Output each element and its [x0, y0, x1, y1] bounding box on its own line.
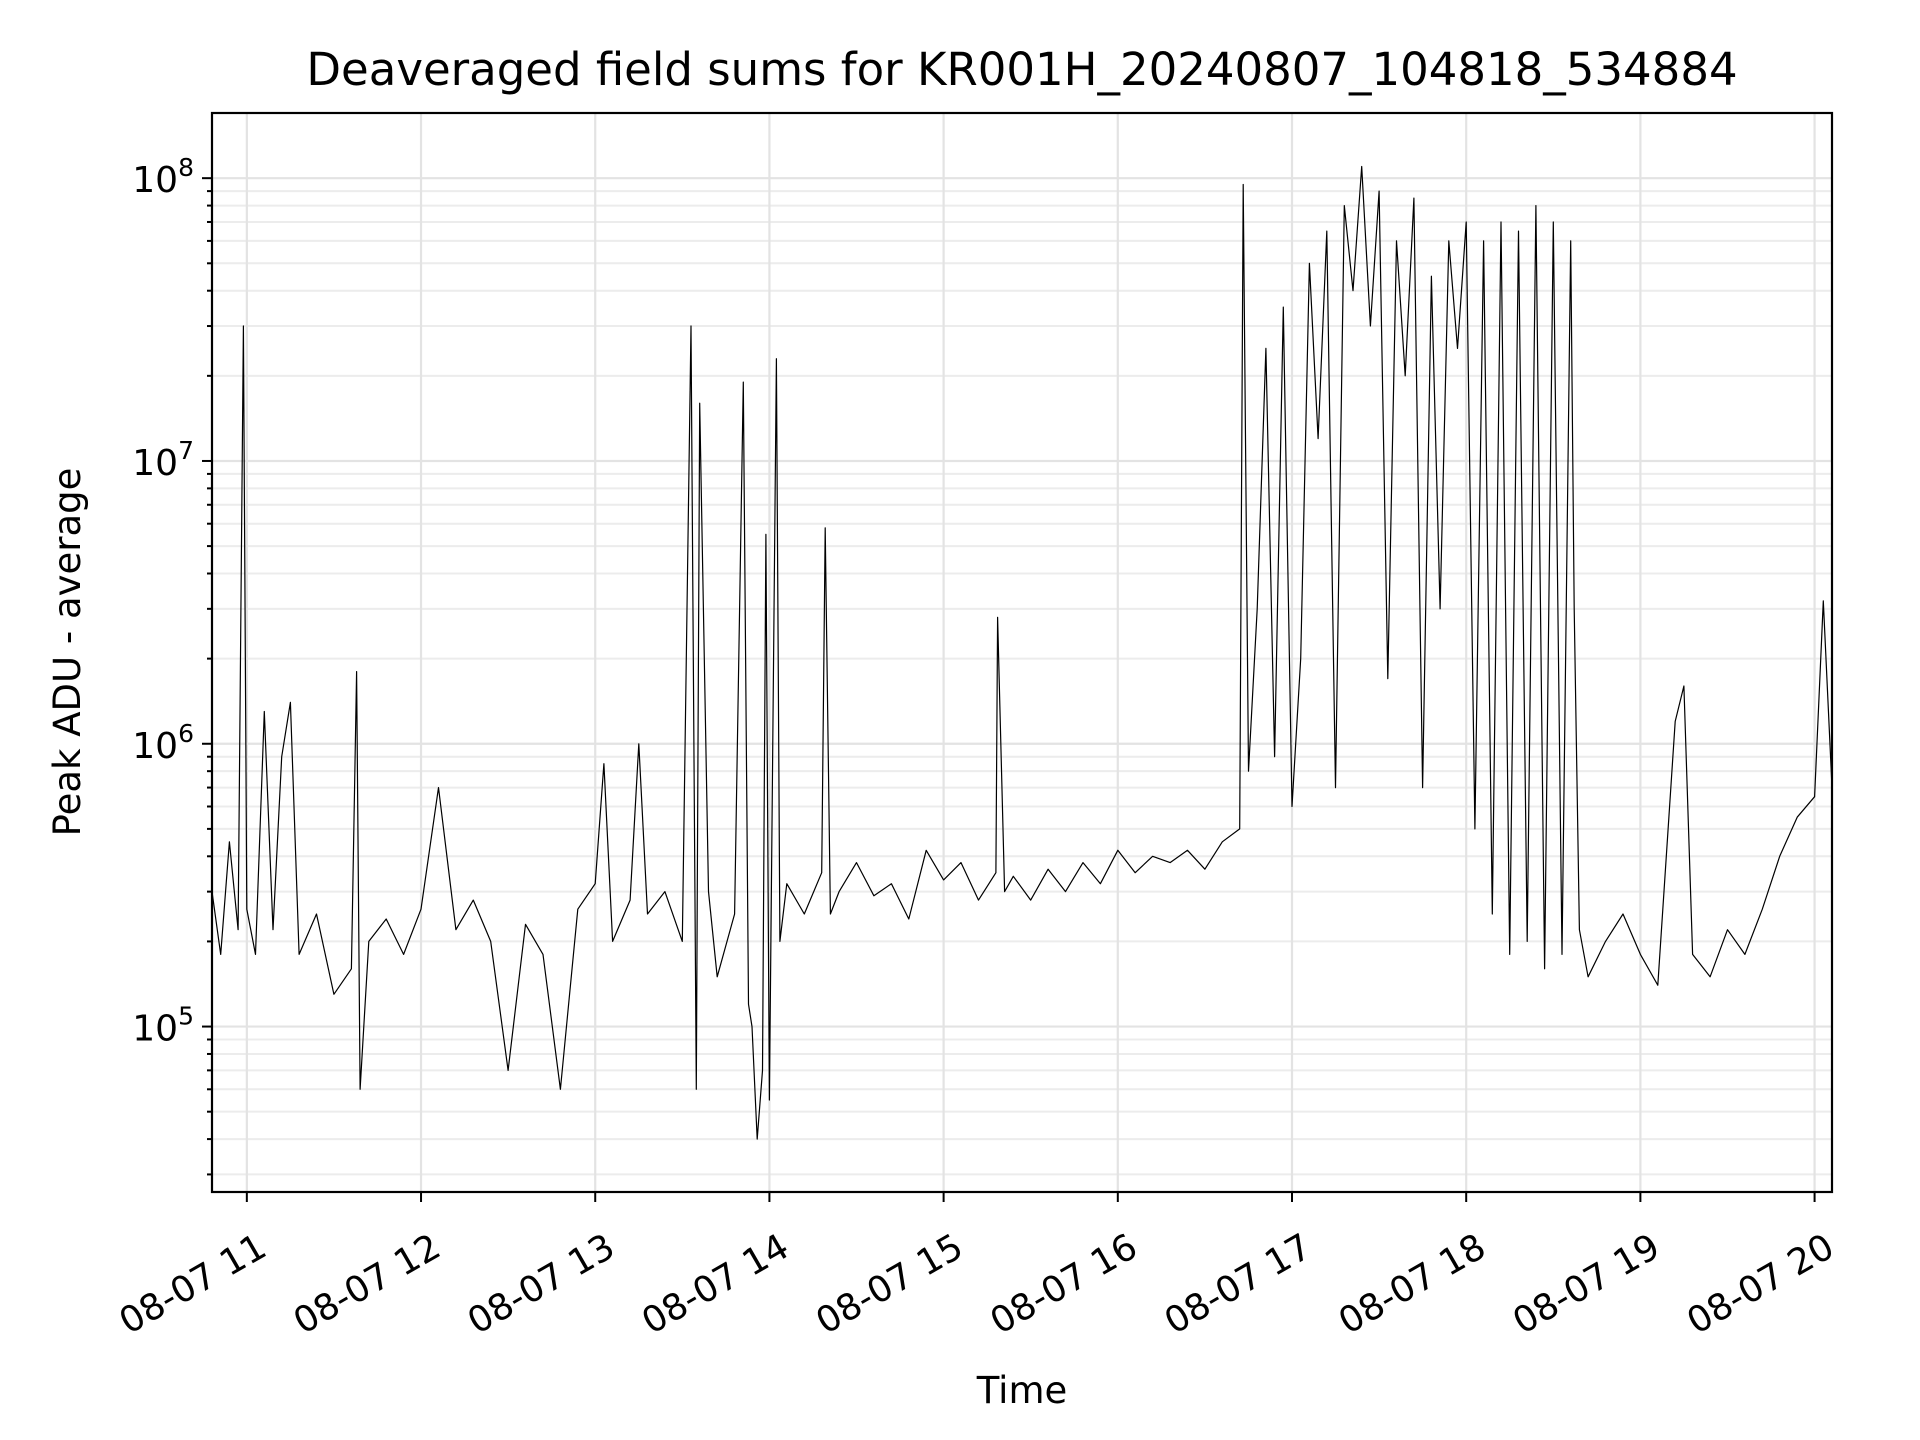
- x-tick-label: 08-07 17: [1158, 1226, 1319, 1342]
- x-tick-label: 08-07 14: [635, 1226, 796, 1342]
- grid: [212, 113, 1832, 1192]
- y-tick-label: 106: [132, 719, 194, 767]
- x-tick-label: 08-07 19: [1506, 1226, 1667, 1342]
- plot-frame: [210, 111, 1834, 1194]
- chart-title: Deaveraged field sums for KR001H_2024080…: [306, 43, 1737, 96]
- y-axis-label: Peak ADU - average: [46, 468, 89, 837]
- x-tick-label: 08-07 15: [809, 1226, 970, 1342]
- x-tick-label: 08-07 18: [1332, 1226, 1493, 1342]
- series-line: [211, 165, 1833, 1140]
- x-axis-label: Time: [976, 1369, 1068, 1412]
- y-tick-label: 107: [132, 436, 194, 484]
- x-tick-label: 08-07 11: [113, 1226, 274, 1342]
- y-tick-label: 105: [132, 1002, 194, 1050]
- x-tick-label: 08-07 20: [1680, 1226, 1841, 1342]
- x-tick-label: 08-07 16: [984, 1226, 1145, 1342]
- y-tick-label: 108: [132, 153, 194, 201]
- x-tick-label: 08-07 13: [461, 1226, 622, 1342]
- x-tick-label: 08-07 12: [287, 1226, 448, 1342]
